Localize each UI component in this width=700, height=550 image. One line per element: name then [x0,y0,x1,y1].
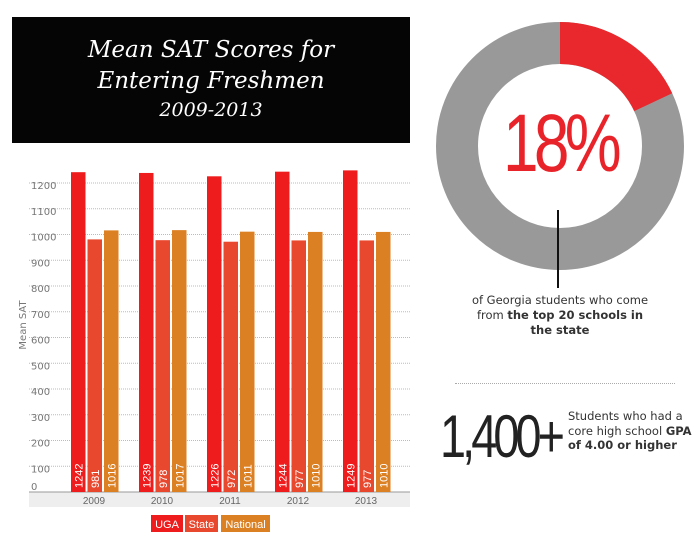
legend-label-national: National [225,519,265,531]
donut-highlight-slice [559,22,673,112]
x-tick-label: 2009 [83,496,106,507]
bar-value-label: 1244 [277,464,289,488]
bar-state-2010 [155,240,170,492]
bar-value-label: 977 [294,470,306,488]
bar-uga-2013 [343,170,358,492]
bar-state-2009 [87,239,102,492]
bar-state-2011 [223,241,238,492]
stat-value: 1,400+ [440,403,565,470]
x-tick-label: 2011 [219,496,241,507]
bar-uga-2010 [139,172,154,492]
bar-national-2011 [240,231,255,493]
bar-value-label: 1010 [378,464,390,488]
y-tick-label: 0 [31,482,37,493]
donut-description: of Georgia students who come from the to… [471,293,649,337]
bar-value-label: 1249 [345,464,357,488]
stat-description: Students who had a core high school GPA … [568,409,692,452]
bar-uga-2011 [207,176,222,492]
y-tick-label: 800 [31,284,50,295]
x-axis-band [29,492,410,507]
bar-value-label: 1010 [310,464,322,488]
bar-value-label: 1239 [141,464,153,488]
bar-value-label: 1016 [106,464,118,488]
legend-label-state: State [189,519,215,531]
donut-percent-label: 18% [503,98,622,189]
divider [455,383,675,384]
y-tick-label: 300 [31,413,50,424]
y-tick-label: 1100 [31,207,56,218]
bar-state-2012 [291,240,306,492]
bar-value-label: 1226 [209,464,221,488]
bar-value-label: 972 [226,470,238,488]
bar-national-2013 [376,231,391,493]
bar-uga-2012 [275,171,290,493]
y-tick-label: 200 [31,439,50,450]
legend-label-uga: UGA [155,519,180,531]
bar-state-2013 [359,240,374,492]
legend-swatch-national [221,515,270,532]
x-tick-label: 2013 [355,496,378,507]
bar-national-2009 [104,230,119,492]
legend-swatch-state [185,515,218,532]
x-tick-label: 2010 [151,496,174,507]
bar-value-label: 1242 [73,464,85,488]
bar-chart: 0 100 200 300 400 500 600 700 800 900 1000 1100 1200… [18,170,410,532]
y-tick-label: 900 [31,258,50,269]
legend-swatch-uga [151,515,183,532]
y-axis-label: Mean SAT [18,300,29,350]
bar-value-label: 981 [90,470,102,488]
y-tick-label: 700 [31,310,50,321]
chart-subtitle: 2009-2013 [159,99,263,121]
bar-uga-2009 [71,172,86,492]
y-tick-label: 600 [31,336,50,347]
y-tick-label: 400 [31,387,50,398]
bar-value-label: 977 [362,470,374,488]
bar-value-label: 1017 [174,464,186,488]
y-tick-label: 100 [31,464,50,475]
bar-national-2012 [308,231,323,493]
donut-chart [436,22,684,288]
chart-title-box: Mean SAT Scores for Entering Freshmen 20… [12,17,410,143]
y-tick-label: 1200 [31,181,56,192]
x-tick-label: 2012 [287,496,310,507]
bar-national-2010 [172,230,187,492]
bar-value-label: 978 [158,470,170,488]
chart-title: Mean SAT Scores for Entering Freshmen [87,37,335,94]
y-tick-label: 1000 [31,233,56,244]
bar-value-label: 1011 [242,464,254,488]
y-tick-label: 500 [31,361,50,372]
